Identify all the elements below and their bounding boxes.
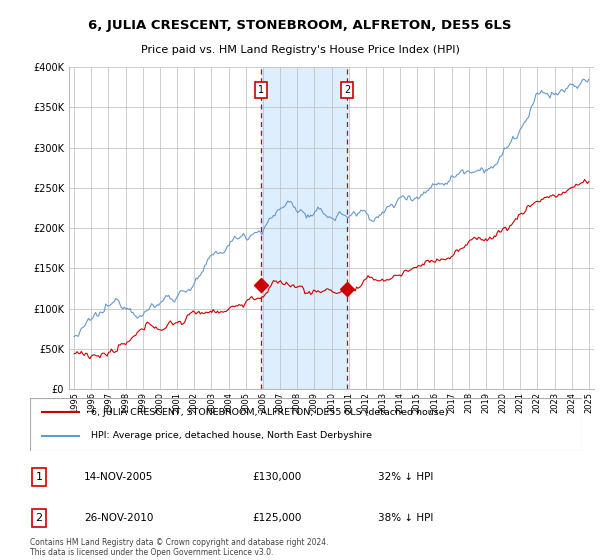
Text: 6, JULIA CRESCENT, STONEBROOM, ALFRETON, DE55 6LS (detached house): 6, JULIA CRESCENT, STONEBROOM, ALFRETON,… <box>91 408 448 417</box>
Text: 1: 1 <box>257 85 264 95</box>
Text: £125,000: £125,000 <box>252 513 301 523</box>
Text: £130,000: £130,000 <box>252 472 301 482</box>
Text: 2: 2 <box>344 85 350 95</box>
Text: 14-NOV-2005: 14-NOV-2005 <box>84 472 154 482</box>
Text: Price paid vs. HM Land Registry's House Price Index (HPI): Price paid vs. HM Land Registry's House … <box>140 45 460 55</box>
Bar <box>260 67 347 389</box>
Text: HPI: Average price, detached house, North East Derbyshire: HPI: Average price, detached house, Nort… <box>91 431 372 440</box>
Text: 26-NOV-2010: 26-NOV-2010 <box>84 513 154 523</box>
Text: 2: 2 <box>35 513 43 523</box>
Text: Contains HM Land Registry data © Crown copyright and database right 2024.
This d: Contains HM Land Registry data © Crown c… <box>30 538 329 557</box>
Text: 6, JULIA CRESCENT, STONEBROOM, ALFRETON, DE55 6LS: 6, JULIA CRESCENT, STONEBROOM, ALFRETON,… <box>88 18 512 32</box>
Text: 38% ↓ HPI: 38% ↓ HPI <box>378 513 433 523</box>
Text: 1: 1 <box>35 472 43 482</box>
Text: 32% ↓ HPI: 32% ↓ HPI <box>378 472 433 482</box>
